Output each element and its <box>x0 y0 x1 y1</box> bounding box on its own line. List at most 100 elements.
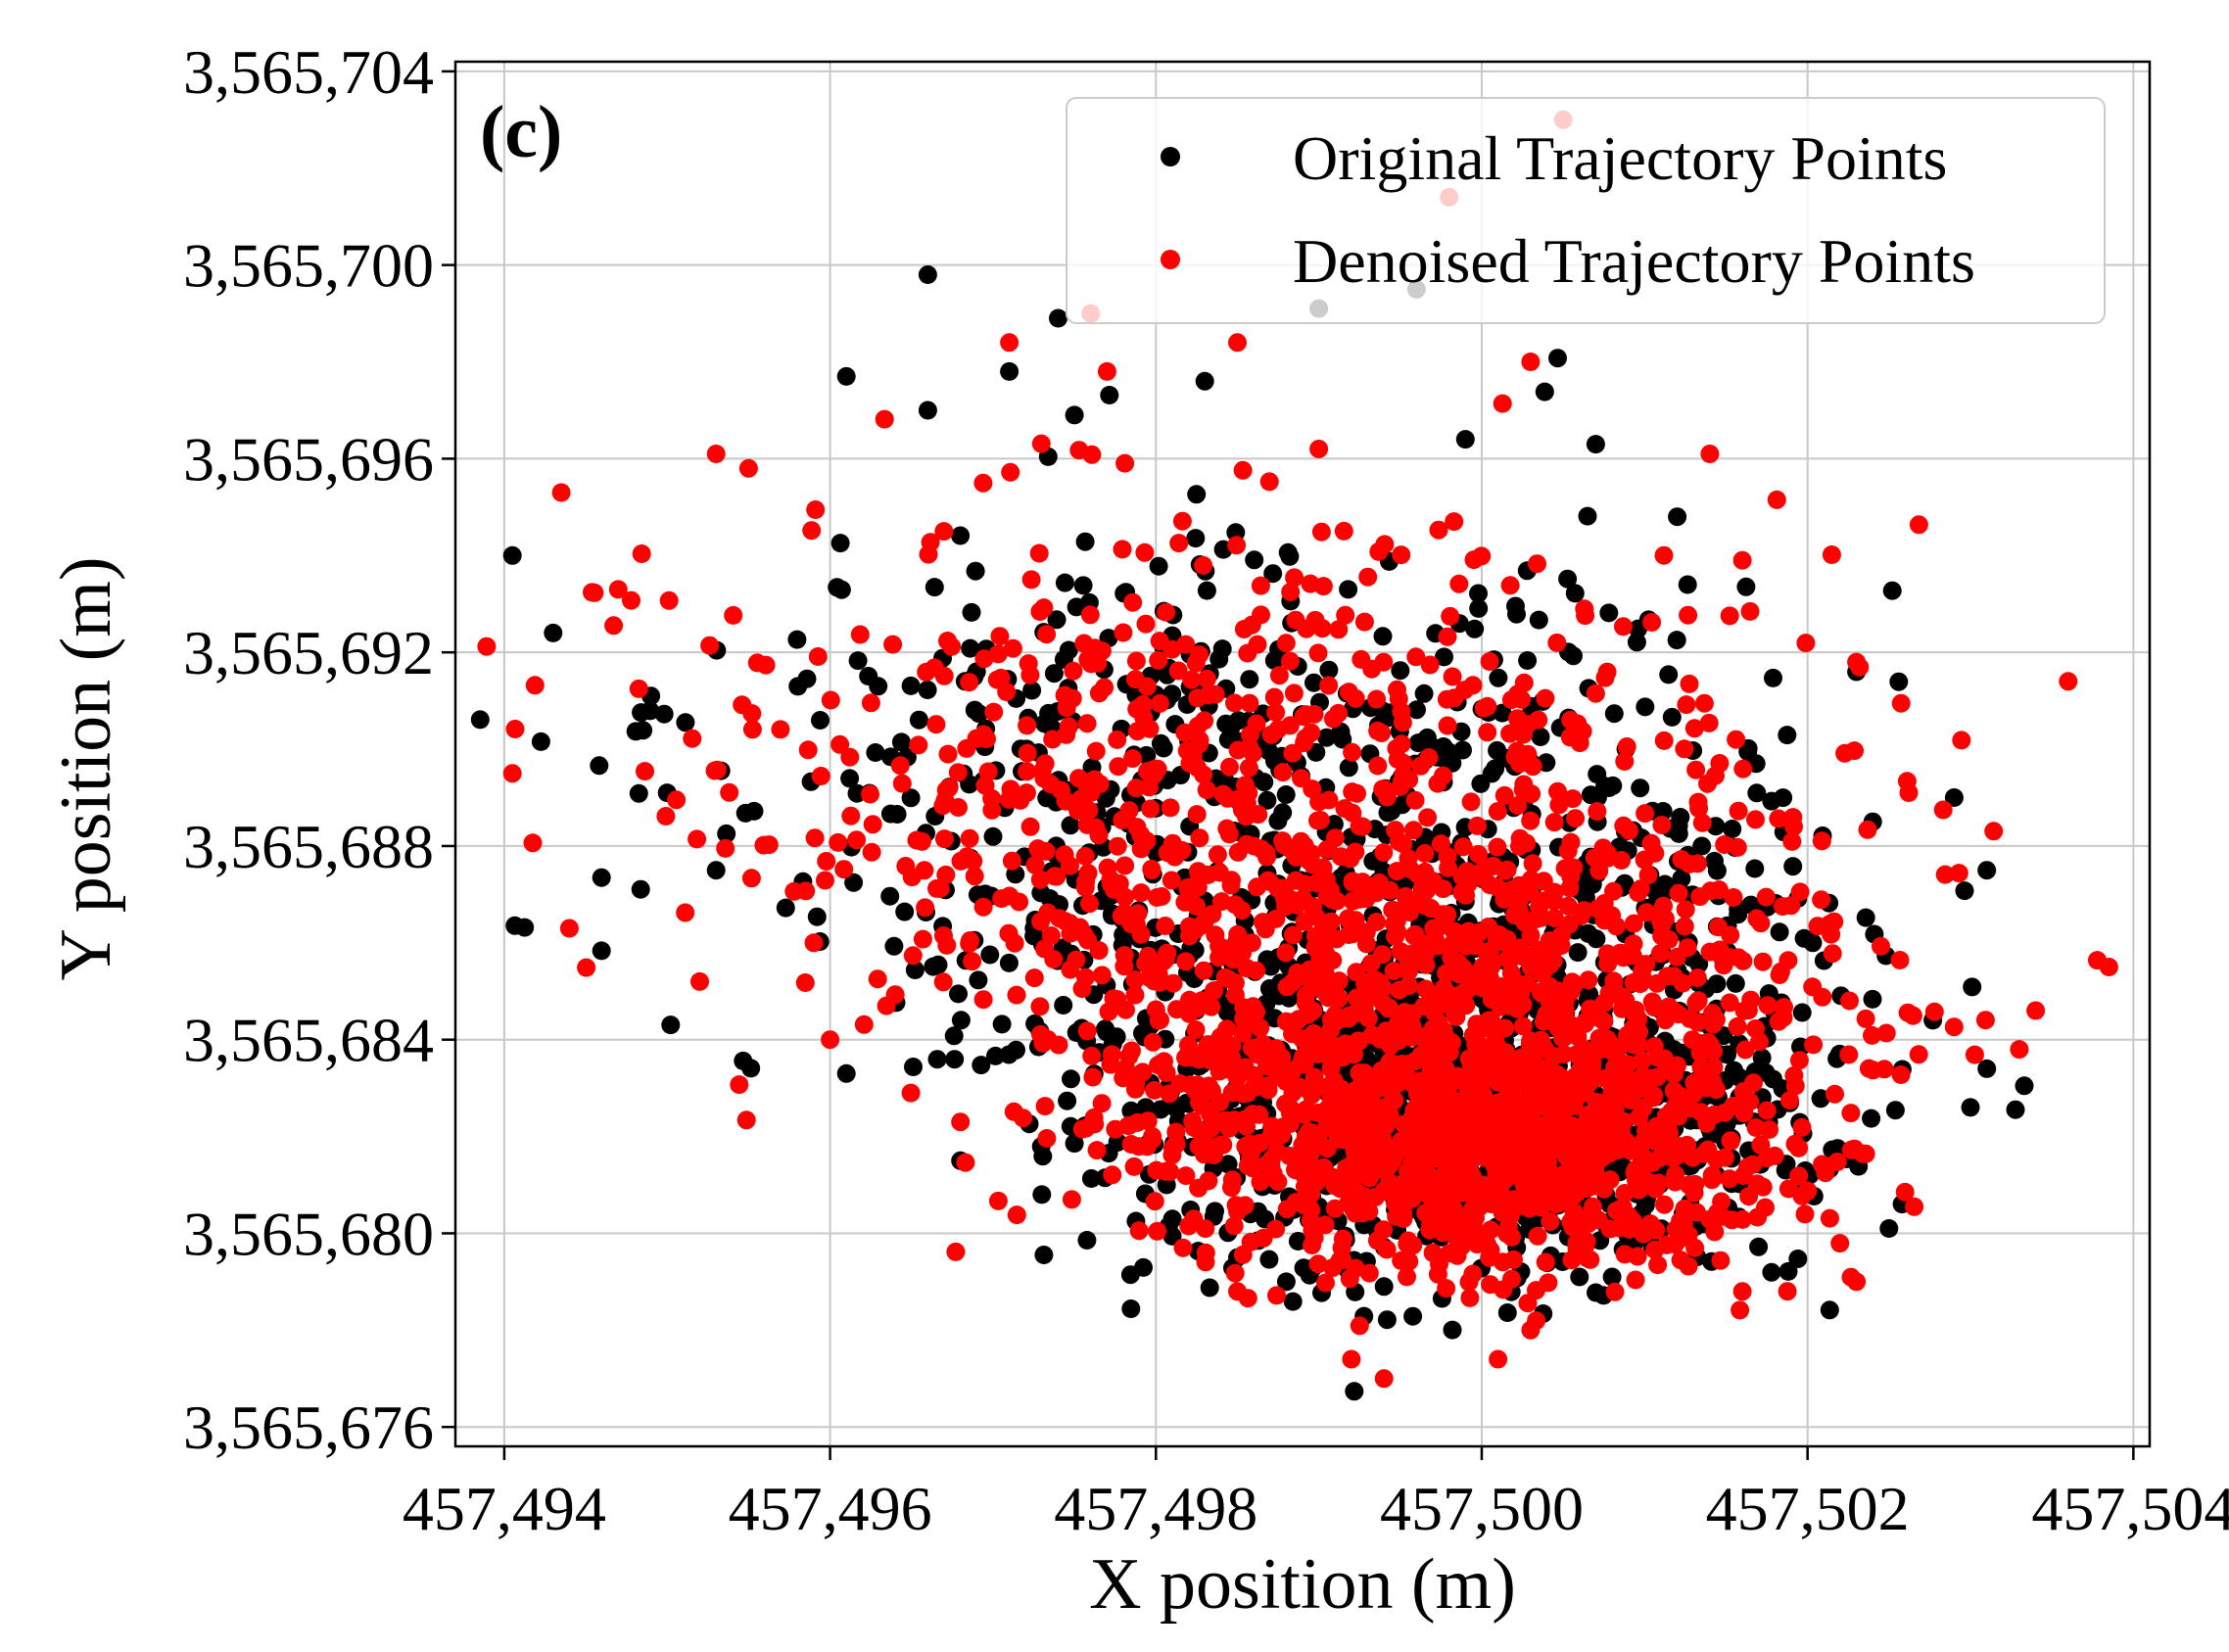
denoised-point <box>1195 711 1214 731</box>
denoised-point <box>1395 1058 1414 1077</box>
denoised-point <box>1253 913 1272 932</box>
denoised-point <box>1378 1065 1398 1085</box>
denoised-point <box>992 889 1012 909</box>
denoised-point <box>1080 605 1100 625</box>
denoised-point <box>1701 881 1721 901</box>
denoised-point <box>577 958 596 977</box>
denoised-point <box>1374 843 1394 862</box>
denoised-point <box>1115 856 1135 875</box>
denoised-point <box>804 933 824 953</box>
original-point <box>1469 584 1488 603</box>
denoised-point <box>1162 871 1181 890</box>
denoised-point <box>1250 1105 1269 1124</box>
original-point <box>1486 759 1505 779</box>
denoised-point <box>1416 979 1436 999</box>
original-point <box>895 902 915 921</box>
denoised-point <box>1647 1116 1666 1136</box>
denoised-point <box>659 590 679 610</box>
denoised-point <box>1731 1300 1750 1320</box>
denoised-point <box>1753 1177 1773 1197</box>
denoised-point <box>999 789 1019 809</box>
denoised-point <box>861 693 880 713</box>
denoised-point <box>1347 963 1366 982</box>
denoised-point <box>1219 825 1239 844</box>
denoised-point <box>1536 1252 1555 1272</box>
denoised-point <box>676 903 695 922</box>
denoised-point <box>1523 757 1542 777</box>
denoised-point <box>1323 1258 1343 1277</box>
denoised-point <box>1192 991 1211 1011</box>
denoised-point <box>1551 925 1571 945</box>
denoised-point <box>1446 1133 1465 1153</box>
denoised-point <box>1778 1282 1797 1301</box>
denoised-point <box>2010 1040 2029 1060</box>
denoised-point <box>1510 938 1530 958</box>
denoised-point <box>1158 943 1177 963</box>
denoised-point <box>877 996 896 1015</box>
original-point <box>944 1026 964 1046</box>
denoised-point <box>1858 820 1877 839</box>
original-point <box>1669 824 1688 843</box>
denoised-point <box>1536 688 1555 708</box>
original-point <box>918 265 937 284</box>
denoised-point <box>798 740 818 760</box>
denoised-point <box>1798 1181 1818 1201</box>
original-point <box>776 898 795 918</box>
original-point <box>847 783 867 803</box>
denoised-point <box>1106 1119 1125 1139</box>
denoised-point <box>1097 361 1116 381</box>
denoised-point <box>1649 1173 1668 1193</box>
denoised-point <box>1136 614 1156 634</box>
denoised-point <box>1001 462 1020 482</box>
denoised-point <box>1949 864 1968 883</box>
denoised-point <box>1558 896 1578 916</box>
denoised-point <box>1059 717 1078 736</box>
denoised-point <box>1594 911 1614 930</box>
denoised-point <box>1298 843 1317 863</box>
original-point <box>1749 1237 1769 1256</box>
denoised-point <box>1544 813 1564 832</box>
denoised-point <box>1194 555 1213 575</box>
denoised-point <box>854 1015 874 1034</box>
denoised-point <box>1765 1146 1784 1165</box>
denoised-point <box>1687 968 1707 987</box>
denoised-point <box>1509 900 1529 920</box>
denoised-point <box>1416 896 1436 916</box>
original-point <box>1186 529 1206 548</box>
denoised-point <box>1679 605 1698 625</box>
denoised-point <box>903 946 923 966</box>
denoised-point <box>585 583 604 602</box>
original-point <box>1659 665 1679 684</box>
denoised-point <box>1636 804 1655 824</box>
denoised-point <box>1643 1088 1663 1108</box>
denoised-point <box>1735 1040 1755 1060</box>
denoised-point <box>1075 846 1095 866</box>
denoised-point <box>1732 1282 1752 1301</box>
original-point <box>1304 673 1323 692</box>
denoised-point <box>1415 844 1435 863</box>
denoised-point <box>921 533 940 552</box>
denoised-point <box>1292 769 1311 788</box>
denoised-point <box>896 857 916 875</box>
denoised-point <box>1361 954 1381 973</box>
denoised-point <box>1303 1236 1322 1254</box>
original-point <box>828 578 847 597</box>
denoised-point <box>808 647 828 666</box>
original-point <box>1058 1091 1077 1110</box>
denoised-point <box>1203 905 1222 924</box>
denoised-point <box>1406 647 1426 667</box>
denoised-point <box>1277 1200 1297 1219</box>
denoised-point <box>1681 1099 1700 1118</box>
denoised-point <box>1358 567 1378 587</box>
denoised-point <box>1371 1029 1390 1049</box>
denoised-point <box>688 829 707 849</box>
denoised-point <box>1621 1091 1640 1109</box>
original-point <box>1565 584 1585 603</box>
denoised-point <box>1740 601 1760 621</box>
denoised-point <box>841 806 861 826</box>
denoised-point <box>1380 880 1399 900</box>
denoised-point <box>1322 889 1342 909</box>
denoised-point <box>1295 733 1314 753</box>
original-point <box>1257 790 1277 810</box>
